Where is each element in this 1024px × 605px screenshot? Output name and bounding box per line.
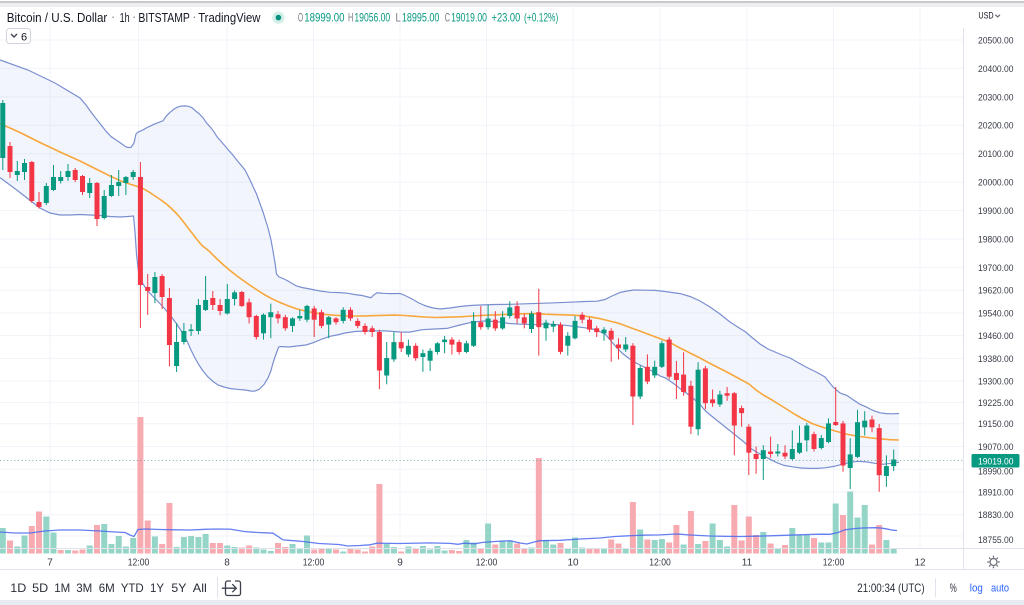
svg-text:7: 7 — [47, 558, 53, 569]
svg-text:USD: USD — [978, 10, 994, 20]
svg-text:19800.00: 19800.00 — [978, 234, 1014, 245]
svg-text:21:00:34 (UTC): 21:00:34 (UTC) — [857, 581, 924, 595]
svg-text:18999.00: 18999.00 — [304, 11, 344, 25]
svg-text:20200.00: 20200.00 — [978, 121, 1014, 132]
svg-text:auto: auto — [991, 583, 1009, 595]
svg-text:20000.00: 20000.00 — [978, 178, 1014, 189]
svg-text:20100.00: 20100.00 — [978, 149, 1014, 160]
svg-text:%: % — [950, 581, 957, 595]
svg-text:H: H — [348, 11, 353, 25]
svg-text:12: 12 — [914, 558, 926, 569]
svg-text:O: O — [298, 11, 303, 25]
svg-text:Bitcoin / U.S. Dollar: Bitcoin / U.S. Dollar — [7, 11, 108, 25]
svg-text:18995.00: 18995.00 — [402, 11, 440, 25]
svg-text:5Y: 5Y — [171, 581, 186, 595]
svg-text:19540.00: 19540.00 — [978, 308, 1014, 319]
svg-text:12:00: 12:00 — [823, 558, 845, 569]
svg-text:1M: 1M — [54, 581, 70, 595]
svg-text:6M: 6M — [99, 581, 115, 595]
svg-text:8: 8 — [224, 558, 230, 569]
svg-text:19225.00: 19225.00 — [978, 398, 1014, 409]
svg-text:1h: 1h — [120, 11, 130, 25]
svg-text:18910.00: 18910.00 — [978, 487, 1014, 498]
svg-text:All: All — [193, 581, 207, 595]
svg-text:12:00: 12:00 — [476, 558, 498, 569]
svg-text:(+0.12%): (+0.12%) — [524, 11, 558, 25]
svg-text:20400.00: 20400.00 — [978, 64, 1014, 75]
svg-text:9: 9 — [397, 558, 403, 569]
svg-text:19900.00: 19900.00 — [978, 206, 1014, 217]
svg-text:19460.00: 19460.00 — [978, 331, 1014, 342]
svg-text:19300.00: 19300.00 — [978, 377, 1014, 388]
svg-text:11: 11 — [742, 558, 753, 569]
svg-text:19380.00: 19380.00 — [978, 354, 1014, 365]
svg-text:19070.00: 19070.00 — [978, 442, 1014, 453]
svg-text:20300.00: 20300.00 — [978, 92, 1014, 103]
svg-text:6: 6 — [21, 32, 27, 44]
svg-text:C: C — [445, 11, 451, 25]
svg-text:18755.00: 18755.00 — [978, 535, 1014, 546]
svg-text:log: log — [970, 583, 983, 595]
svg-text:19700.00: 19700.00 — [978, 263, 1014, 274]
svg-text:3M: 3M — [76, 581, 92, 595]
svg-text:YTD: YTD — [121, 581, 144, 595]
svg-text:·: · — [111, 10, 115, 24]
svg-text:10: 10 — [567, 558, 579, 569]
svg-text:19620.00: 19620.00 — [978, 286, 1014, 297]
svg-text:19019.00: 19019.00 — [451, 11, 487, 25]
svg-text:12:00: 12:00 — [303, 558, 325, 569]
svg-text:1D: 1D — [10, 581, 26, 595]
svg-text:BITSTAMP: BITSTAMP — [138, 11, 190, 25]
svg-text:5D: 5D — [32, 581, 48, 595]
svg-text:·: · — [132, 10, 136, 24]
svg-text:20500.00: 20500.00 — [978, 35, 1014, 46]
svg-text:19150.00: 19150.00 — [978, 419, 1014, 430]
svg-text:18990.00: 18990.00 — [978, 466, 1014, 477]
svg-text:18830.00: 18830.00 — [978, 510, 1014, 521]
svg-text:·: · — [192, 10, 196, 24]
svg-text:12:00: 12:00 — [649, 558, 671, 569]
svg-text:1Y: 1Y — [150, 581, 164, 595]
svg-text:19056.00: 19056.00 — [354, 11, 390, 25]
svg-text:19019.00: 19019.00 — [978, 456, 1014, 467]
svg-text:TradingView: TradingView — [198, 11, 261, 25]
svg-text:+23.00: +23.00 — [492, 11, 521, 25]
svg-text:L: L — [396, 11, 402, 25]
svg-text:12:00: 12:00 — [128, 558, 150, 569]
